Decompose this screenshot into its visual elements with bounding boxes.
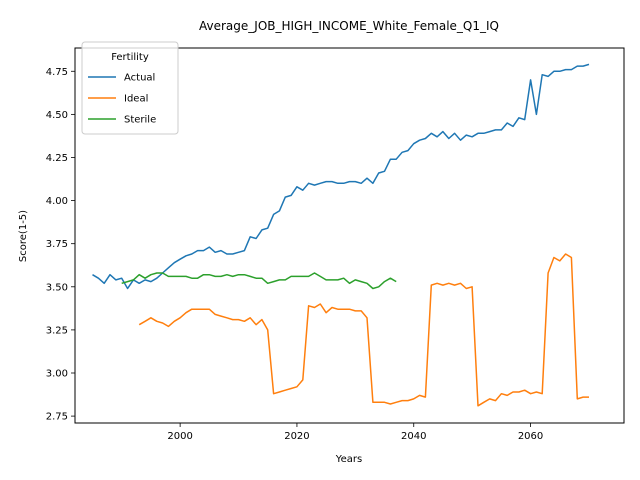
x-axis: 2000 2020 2040 2060 <box>167 423 543 442</box>
y-tick-label: 4.00 <box>46 196 68 207</box>
legend-entries: Actual Ideal Sterile <box>88 73 156 126</box>
x-tick-label: 2020 <box>284 431 309 442</box>
y-axis: 2.75 3.00 3.25 3.50 3.75 4.00 4.25 4.50 4.75 <box>46 67 75 423</box>
y-tick-label: 3.00 <box>46 369 68 380</box>
series-line-sterile <box>121 272 397 290</box>
y-tick-label: 4.50 <box>46 110 68 121</box>
y-tick-label: 3.75 <box>46 239 68 250</box>
x-tick-label: 2000 <box>167 431 192 442</box>
x-axis-label: Years <box>335 454 362 465</box>
y-tick-label: 3.25 <box>46 325 68 336</box>
legend: Fertility Actual Ideal Sterile <box>81 41 179 135</box>
series-line-ideal <box>138 253 589 407</box>
y-tick-label: 3.50 <box>46 282 68 293</box>
legend-title: Fertility <box>111 52 149 63</box>
legend-label-sterile: Sterile <box>124 115 156 126</box>
y-tick-label: 4.75 <box>46 67 68 78</box>
y-axis-label: Score(1-5) <box>18 210 29 262</box>
plot-lines <box>92 63 590 407</box>
x-tick-label: 2060 <box>518 431 543 442</box>
x-tick-label: 2040 <box>401 431 426 442</box>
series-line-actual <box>92 63 590 290</box>
chart-title: Average_JOB_HIGH_INCOME_White_Female_Q1_… <box>199 19 499 33</box>
y-tick-label: 4.25 <box>46 153 68 164</box>
plot-frame <box>74 47 625 424</box>
legend-label-ideal: Ideal <box>124 94 148 105</box>
y-tick-label: 2.75 <box>46 412 68 423</box>
legend-box <box>81 41 179 135</box>
legend-label-actual: Actual <box>124 73 155 84</box>
